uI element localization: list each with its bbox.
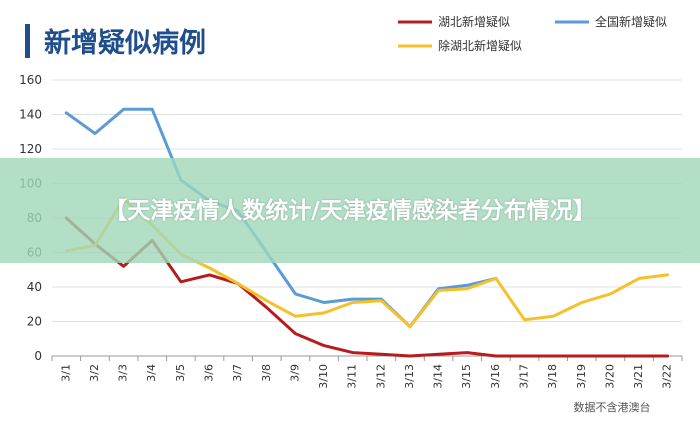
- x-tick-label: 3/7: [231, 364, 244, 382]
- x-tick-label: 3/9: [288, 364, 301, 382]
- x-tick-label: 3/10: [317, 364, 330, 389]
- chart-title: 新增疑似病例: [44, 27, 206, 59]
- x-tick-label: 3/12: [374, 364, 387, 389]
- y-tick-label: 20: [27, 315, 42, 329]
- x-tick-label: 3/8: [260, 364, 273, 382]
- x-tick-label: 3/3: [117, 364, 130, 382]
- legend-label: 湖北新增疑似: [438, 14, 510, 29]
- x-tick-label: 3/4: [145, 364, 158, 382]
- y-tick-label: 160: [19, 73, 42, 87]
- y-tick-label: 0: [34, 349, 42, 363]
- x-tick-label: 3/1: [59, 364, 72, 382]
- y-tick-label: 120: [19, 142, 42, 156]
- y-tick-label: 140: [19, 108, 42, 122]
- axes: 0204060801001201401603/13/23/33/43/53/63…: [19, 73, 683, 389]
- x-tick-label: 3/18: [546, 364, 559, 389]
- x-tick-label: 3/22: [661, 364, 674, 389]
- legend-label: 除湖北新增疑似: [438, 38, 522, 53]
- x-tick-label: 3/16: [489, 364, 502, 389]
- x-tick-label: 3/21: [632, 364, 645, 389]
- x-tick-label: 3/6: [203, 364, 216, 382]
- x-tick-label: 3/5: [174, 364, 187, 382]
- x-tick-label: 3/2: [88, 364, 101, 382]
- banner-text: 【天津疫情人数统计/天津疫情感染者分布情况】: [104, 197, 596, 224]
- x-tick-label: 3/11: [346, 364, 359, 389]
- source-note: 数据不含港澳台: [574, 400, 651, 414]
- legend-label: 全国新增疑似: [595, 14, 667, 29]
- x-tick-label: 3/19: [575, 364, 588, 389]
- x-tick-label: 3/17: [518, 364, 531, 389]
- overlay-banner: 【天津疫情人数统计/天津疫情感染者分布情况】: [0, 158, 700, 263]
- title-bar: [25, 24, 30, 58]
- y-tick-label: 40: [27, 280, 42, 294]
- x-tick-label: 3/13: [403, 364, 416, 389]
- x-tick-label: 3/14: [432, 364, 445, 389]
- x-tick-label: 3/15: [460, 364, 473, 389]
- x-tick-label: 3/20: [603, 364, 616, 389]
